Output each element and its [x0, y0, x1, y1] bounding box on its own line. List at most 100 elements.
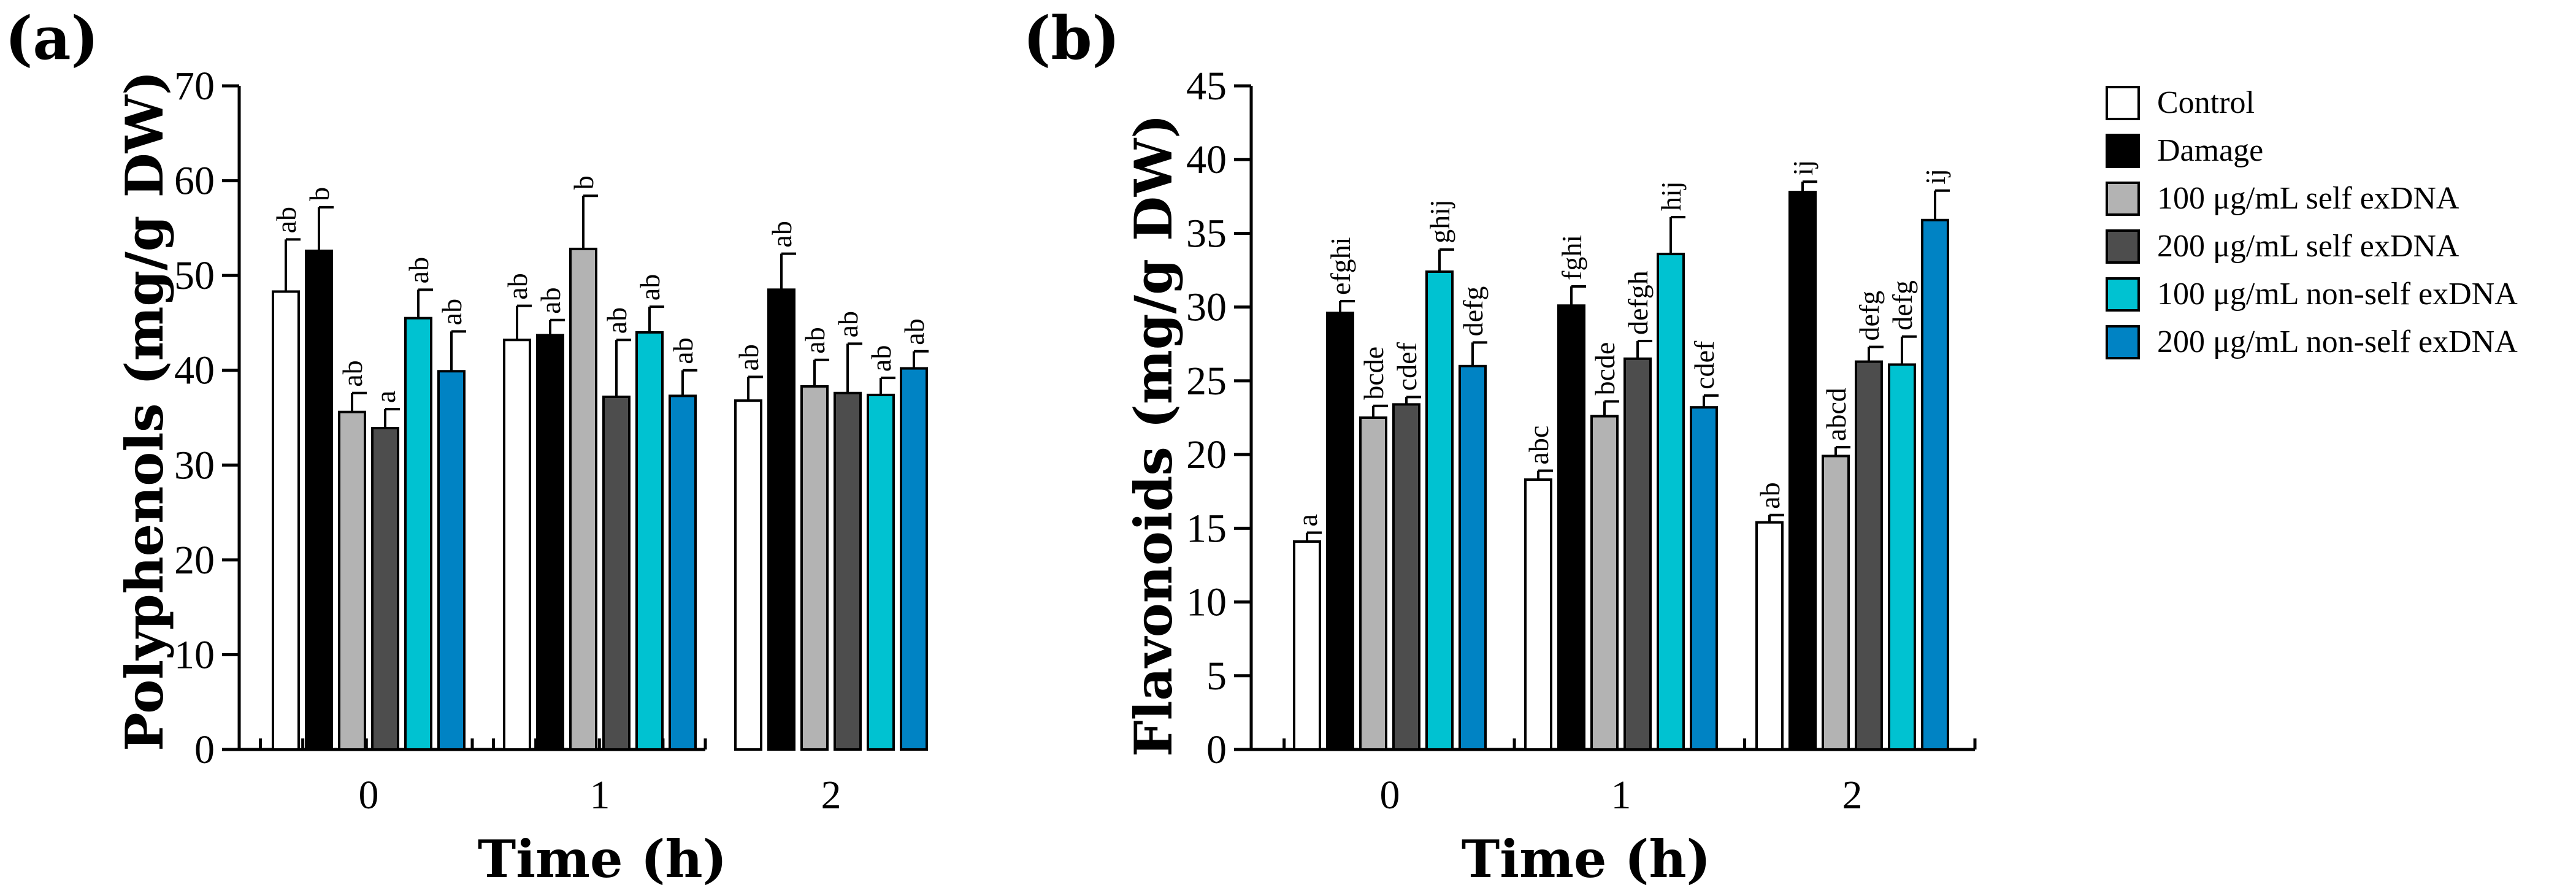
- panel-b-x-tick-label: 0: [1380, 773, 1400, 818]
- panel-a-bar: [338, 410, 366, 751]
- panel-b-significance-label: bcde: [1358, 347, 1389, 400]
- panel-b-bar: [1590, 415, 1619, 751]
- panel-b-bar: [1293, 540, 1321, 751]
- panel-b-significance-label: defg: [1457, 286, 1489, 337]
- panel-a-bar: [834, 391, 862, 751]
- panel-b-bar: [1326, 312, 1354, 751]
- panel-b-bar: [1690, 406, 1718, 751]
- panel-a-polyphenols: (a) Polyphenols (mg/g DW) Time (h) 01020…: [5, 4, 930, 889]
- panel-a-bar: [536, 334, 564, 751]
- panel-b-bar: [1459, 364, 1487, 751]
- panel-b-bar: [1657, 253, 1685, 751]
- panel-a-significance-label: ab: [899, 318, 930, 345]
- panel-a-bar: [767, 288, 795, 751]
- panel-a-y-tick-label: 50: [174, 253, 215, 298]
- panel-b-y-tick-label: 5: [1206, 654, 1227, 699]
- panel-b-x-tick-label: 2: [1842, 773, 1863, 818]
- panel-a-x-tick-label: 2: [821, 773, 841, 818]
- panel-a-y-tick-label: 30: [174, 443, 215, 488]
- panel-b-significance-label: abcd: [1820, 388, 1852, 441]
- panel-b-bar: [1425, 270, 1454, 751]
- panel-b-bar: [1755, 521, 1784, 751]
- panel-a-y-tick-label: 40: [174, 348, 215, 393]
- panel-b-flavonoids: (b) Flavonoids (mg/g DW) Time (h) 0 5 10 15…: [1023, 4, 1977, 889]
- legend-label: Damage: [2157, 133, 2263, 168]
- legend-label: 100 μg/mL non-self exDNA: [2157, 277, 2518, 312]
- panel-b-significance-label: bcde: [1589, 342, 1620, 396]
- panel-b-significance-label: a: [1292, 514, 1323, 526]
- panel-a-y-tick-label: 10: [174, 632, 215, 677]
- panel-b-y-axis-title: Flavonoids (mg/g DW): [1123, 114, 1184, 757]
- panel-b-significance-label: ij: [1920, 169, 1951, 185]
- panel-b-significance-label: defgh: [1622, 270, 1654, 335]
- panel-a-label: (a): [5, 4, 99, 73]
- panel-b-label: (b): [1023, 4, 1120, 73]
- panel-b-bar: [1822, 454, 1850, 751]
- panel-a-significance-label: ab: [733, 344, 764, 370]
- panel-a-bar: [569, 247, 597, 751]
- panel-b-bar: [1855, 360, 1883, 751]
- panel-b-significance-label: hij: [1655, 181, 1687, 211]
- panel-a-significance-label: ab: [667, 337, 699, 364]
- panel-a-bar: [404, 316, 432, 751]
- panel-b-significance-label: ab: [1754, 482, 1785, 508]
- panel-a-significance-label: ab: [502, 273, 533, 299]
- panel-a-x-axis-title: Time (h): [478, 829, 727, 889]
- panel-b-significance-label: abc: [1523, 426, 1554, 465]
- panel-b-bar: [1557, 304, 1585, 751]
- panel-b-significance-label: defg: [1887, 280, 1918, 331]
- panel-b-bar: [1921, 218, 1949, 751]
- panel-b-significance-label: fghi: [1556, 235, 1587, 280]
- panel-b-bar: [1359, 416, 1387, 751]
- panel-a-significance-label: ab: [799, 327, 830, 353]
- panel-b-significance-label: ij: [1787, 160, 1819, 176]
- panel-a-plot-area: 0102030405060700abbabaabab1ababbababab2a…: [174, 64, 930, 818]
- legend-swatch: [2106, 86, 2140, 120]
- panel-a-y-tick-label: 0: [194, 727, 215, 772]
- panel-a-bar: [272, 290, 300, 751]
- panel-a-bar: [669, 394, 697, 751]
- panel-a-significance-label: ab: [270, 207, 302, 233]
- legend-swatch: [2106, 325, 2140, 359]
- panel-a-significance-label: a: [370, 391, 401, 403]
- panel-b-y-tick-label: 10: [1186, 580, 1227, 625]
- panel-a-y-tick-label: 60: [174, 159, 215, 204]
- panel-b-significance-label: defg: [1853, 291, 1885, 341]
- panel-a-bar: [371, 427, 399, 751]
- panel-a-significance-label: b: [304, 187, 335, 201]
- panel-b-significance-label: efghi: [1325, 237, 1356, 296]
- panel-a-y-tick-label: 20: [174, 538, 215, 583]
- panel-a-bar: [503, 339, 531, 751]
- panel-b-y-tick-label: 40: [1186, 137, 1227, 182]
- legend-swatch: [2106, 229, 2140, 264]
- panel-a-bar: [437, 370, 466, 751]
- panel-a-significance-label: ab: [601, 307, 632, 334]
- legend-swatch: [2106, 182, 2140, 216]
- panel-b-significance-label: cdef: [1689, 340, 1720, 389]
- panel-a-significance-label: ab: [766, 221, 797, 247]
- panel-b-x-axis-title: Time (h): [1462, 829, 1711, 889]
- panel-a-significance-label: ab: [436, 299, 467, 325]
- panel-b-bar: [1888, 363, 1916, 751]
- legend-label: 100 μg/mL self exDNA: [2157, 181, 2459, 216]
- panel-a-significance-label: ab: [634, 274, 665, 301]
- legend-label: 200 μg/mL non-self exDNA: [2157, 324, 2518, 359]
- panel-b-bar: [1788, 191, 1817, 751]
- panel-b-significance-label: ghij: [1424, 199, 1455, 243]
- legend-label: Control: [2157, 85, 2255, 120]
- panel-b-y-tick-label: 15: [1186, 506, 1227, 551]
- legend: Control Damage 100 μg/mL self exDNA 200 μg/…: [2106, 85, 2518, 359]
- panel-a-x-tick-label: 1: [590, 773, 610, 818]
- panel-b-bar: [1392, 403, 1420, 751]
- panel-a-x-tick-label: 0: [359, 773, 379, 818]
- panel-a-bar: [734, 399, 762, 751]
- panel-a-y-axis-title: Polyphenols (mg/g DW): [114, 71, 175, 751]
- panel-a-y-tick-label: 70: [174, 64, 215, 109]
- panel-a-significance-label: ab: [337, 360, 368, 386]
- legend-swatch: [2106, 277, 2140, 312]
- panel-a-bar: [602, 395, 631, 751]
- panel-b-x-tick-label: 1: [1611, 773, 1631, 818]
- panel-a-significance-label: ab: [832, 311, 864, 337]
